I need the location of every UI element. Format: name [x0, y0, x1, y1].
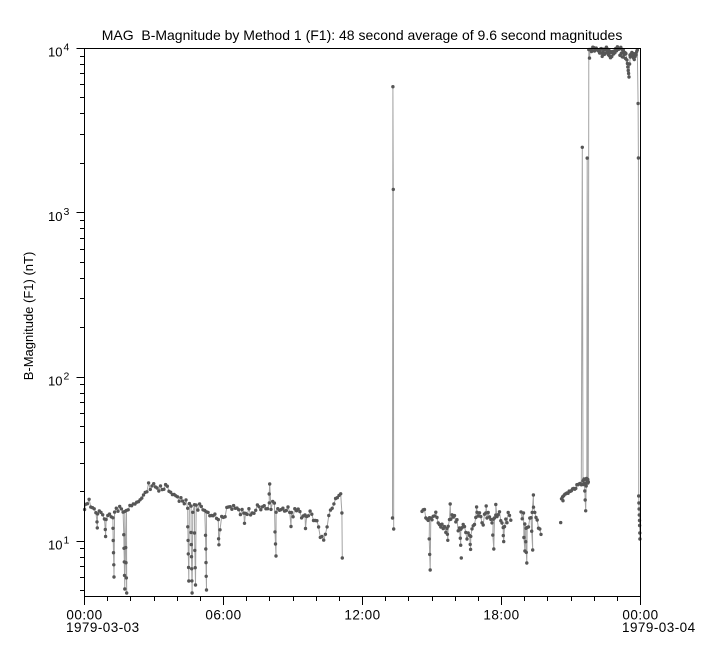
svg-text:MAG B-Magnitude by Method 1 (: MAG B-Magnitude by Method 1 (F1): 48 sec…	[102, 27, 623, 43]
svg-text:06:00: 06:00	[205, 608, 241, 623]
svg-text:10: 10	[48, 373, 62, 388]
svg-text:00:00: 00:00	[66, 608, 102, 623]
svg-text:3: 3	[64, 206, 70, 218]
svg-text:00:00: 00:00	[622, 608, 658, 623]
svg-text:1979-03-03: 1979-03-03	[66, 620, 140, 635]
svg-text:1: 1	[64, 535, 70, 547]
svg-text:18:00: 18:00	[483, 608, 519, 623]
svg-text:10: 10	[48, 45, 62, 60]
svg-text:10: 10	[48, 538, 62, 553]
svg-text:B-Magnitude (F1) (nT): B-Magnitude (F1) (nT)	[21, 252, 36, 381]
svg-text:1979-03-04: 1979-03-04	[622, 620, 696, 635]
svg-text:4: 4	[64, 42, 70, 54]
svg-text:2: 2	[64, 370, 70, 382]
svg-text:12:00: 12:00	[344, 608, 380, 623]
svg-text:10: 10	[48, 209, 62, 224]
